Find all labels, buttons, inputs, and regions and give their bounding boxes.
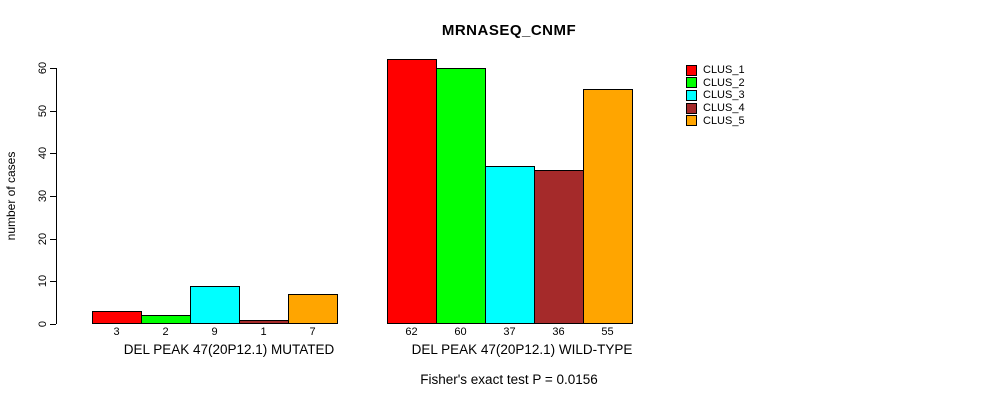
legend-swatch-clus-3-icon [686, 89, 697, 101]
y-axis-tick [50, 110, 56, 112]
y-axis-line [56, 68, 57, 324]
bar-value-clus_1-wild-type: 62 [405, 326, 418, 338]
legend: CLUS_1 CLUS_2 CLUS_3 CLUS_4 CLUS_5 [686, 64, 745, 127]
legend-item: CLUS_4 [686, 102, 745, 115]
y-axis-tick-label: 50 [37, 104, 49, 117]
bar-value-clus_5-wild-type: 55 [601, 326, 614, 338]
legend-item: CLUS_1 [686, 64, 745, 77]
bar-value-clus_2-wild-type: 60 [454, 326, 467, 338]
x-group-label-mutated: DEL PEAK 47(20P12.1) MUTATED [123, 342, 335, 357]
bar-clus_1-mutated [92, 311, 142, 324]
legend-label-clus-5: CLUS_5 [703, 114, 745, 127]
bar-clus_5-wild-type [583, 89, 633, 324]
y-axis-tick [50, 68, 56, 69]
legend-swatch-clus-1-icon [686, 64, 697, 76]
y-axis-label: number of cases [4, 151, 18, 241]
bar-value-clus_3-mutated: 9 [211, 326, 218, 338]
bar-clus_4-mutated [239, 319, 289, 324]
chart-title: MRNASEQ_CNMF [441, 22, 577, 39]
legend-item: CLUS_2 [686, 77, 745, 90]
legend-item: CLUS_3 [686, 89, 745, 102]
legend-label-clus-3: CLUS_3 [703, 89, 745, 102]
y-axis-tick [50, 281, 56, 283]
bar-clus_5-mutated [288, 294, 338, 324]
legend-swatch-clus-4-icon [686, 102, 697, 114]
legend-swatch-clus-2-icon [686, 77, 697, 89]
y-axis-tick-label: 20 [37, 232, 49, 245]
bar-clus_3-wild-type [485, 166, 535, 324]
y-axis-tick [50, 238, 56, 240]
bar-clus_4-wild-type [534, 170, 584, 324]
bar-value-clus_2-mutated: 2 [162, 326, 169, 338]
legend-label-clus-1: CLUS_1 [703, 64, 745, 77]
legend-swatch-clus-5-icon [686, 115, 697, 127]
bar-clus_2-mutated [141, 315, 191, 324]
x-group-label-wild-type: DEL PEAK 47(20P12.1) WILD-TYPE [411, 342, 633, 357]
bar-clus_2-wild-type [436, 68, 486, 324]
y-axis-tick-label: 30 [37, 189, 49, 203]
legend-item: CLUS_5 [686, 114, 745, 127]
bar-value-clus_4-mutated: 1 [260, 326, 267, 338]
bar-clus_1-wild-type [387, 59, 437, 324]
y-axis-tick-label: 10 [37, 275, 49, 288]
y-axis-tick [50, 196, 56, 197]
bar-value-clus_3-wild-type: 37 [503, 326, 516, 338]
legend-label-clus-2: CLUS_2 [703, 76, 745, 89]
bar-clus_3-mutated [190, 285, 240, 324]
y-axis-tick [50, 153, 56, 155]
legend-label-clus-4: CLUS_4 [703, 102, 745, 115]
fisher-test-annotation: Fisher's exact test P = 0.0156 [420, 372, 598, 387]
y-axis-tick-label: 0 [37, 320, 49, 328]
y-axis-tick-label: 60 [37, 61, 49, 75]
bar-value-clus_1-mutated: 3 [113, 326, 120, 338]
y-axis-tick [50, 324, 56, 325]
bar-value-clus_5-mutated: 7 [309, 326, 316, 338]
bar-value-clus_4-wild-type: 36 [552, 326, 565, 338]
y-axis-tick-label: 40 [37, 147, 49, 160]
